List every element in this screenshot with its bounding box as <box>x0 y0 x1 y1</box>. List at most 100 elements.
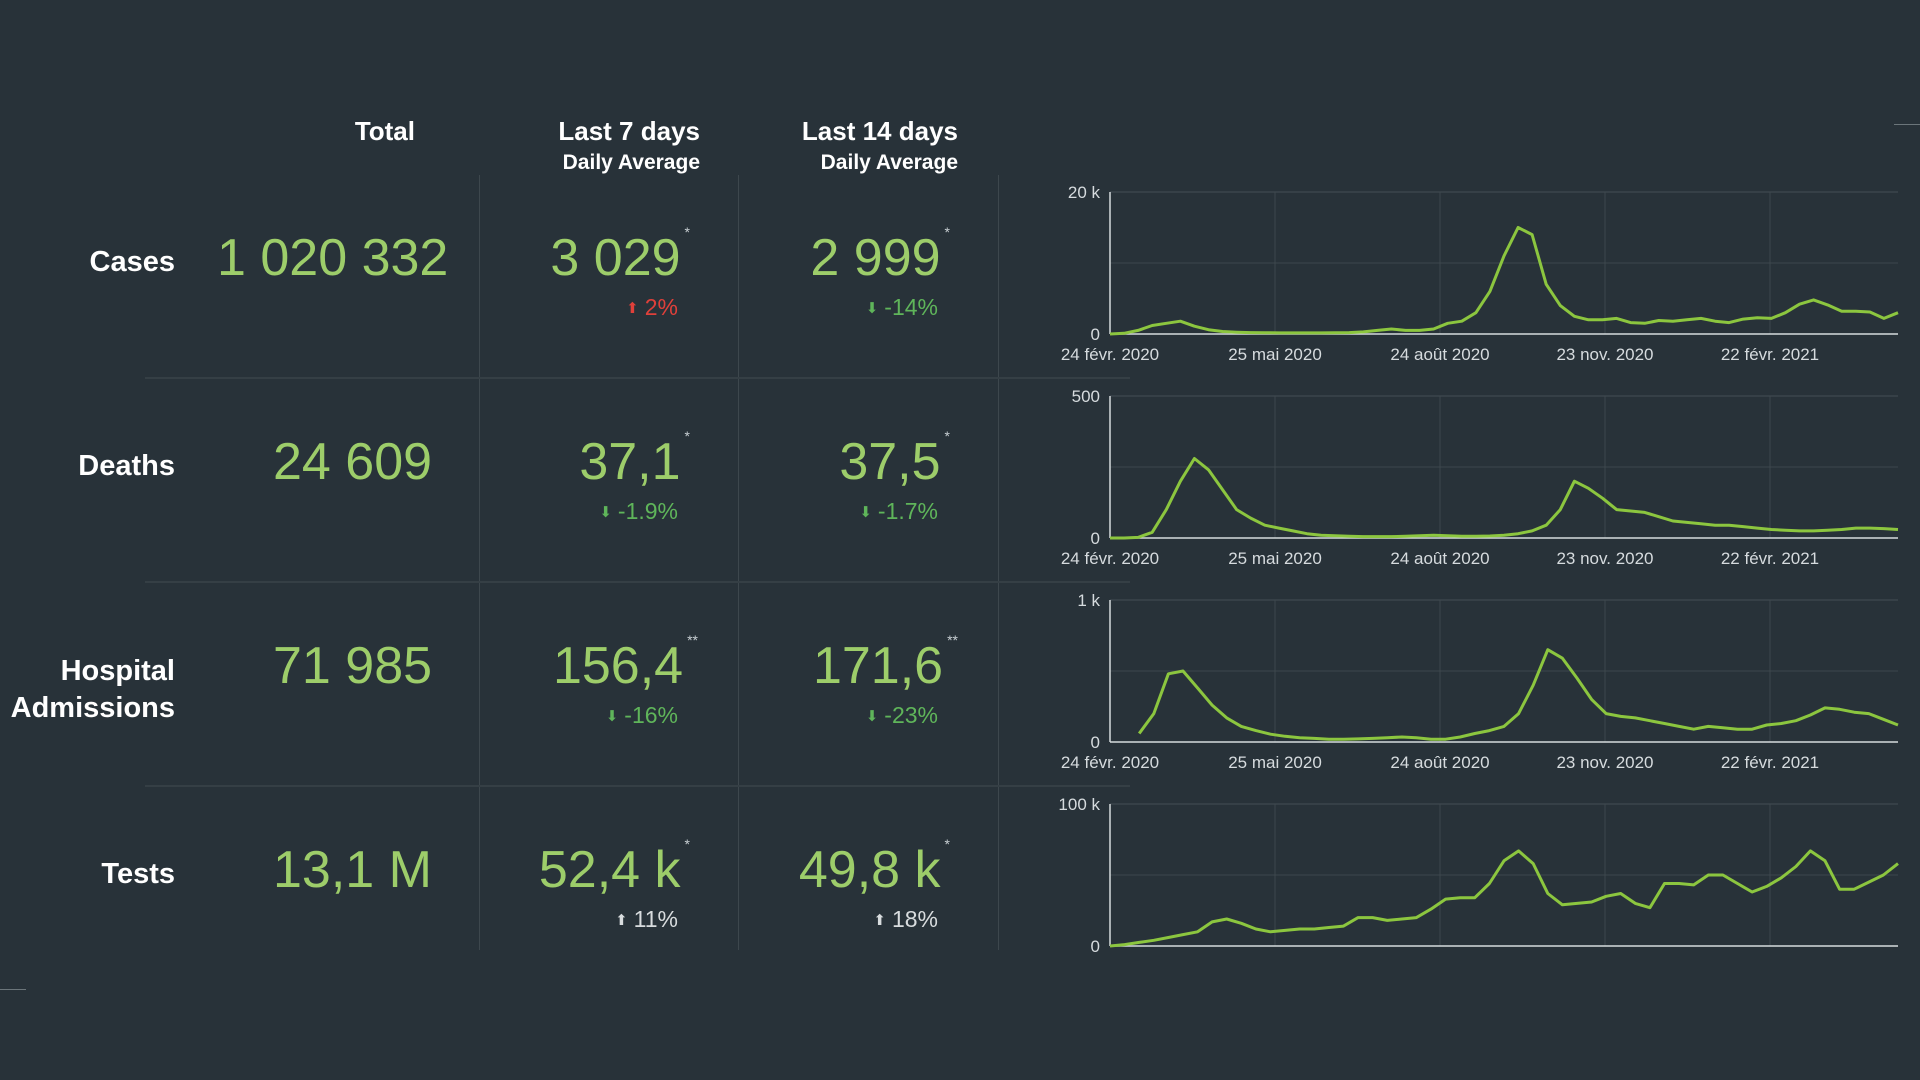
hospital-avg14-change-text: -23% <box>884 702 938 728</box>
x-tick-label: 22 févr. 2021 <box>1721 345 1819 364</box>
header-last14-label: Last 14 days <box>801 116 958 146</box>
hospital-total-value: 71 985 <box>273 637 433 695</box>
y-tick-label: 20 k <box>1068 183 1101 202</box>
x-tick-label: 22 févr. 2021 <box>1721 753 1819 772</box>
tests-avg7-change-text: 11% <box>633 906 678 932</box>
row-label-line1: Hospital <box>60 655 175 687</box>
row-divider <box>145 785 1130 787</box>
tests-avg14-change: ⬆ 18% <box>873 906 938 933</box>
arrow-down-icon: ⬇ <box>605 708 619 725</box>
row-label-hospital-admissions: Hospital Admissions <box>11 653 175 727</box>
y-tick-label: 500 <box>1072 387 1100 406</box>
cases-avg14-number: 2 999 <box>810 229 941 287</box>
arrow-up-icon: ⬆ <box>626 300 639 317</box>
cases-total-value: 1 020 332 <box>217 229 449 287</box>
deaths-avg7-change-text: -1.9% <box>617 498 678 524</box>
deaths-avg14-value: 37,5 * <box>839 428 950 492</box>
hospital-avg7-change: ⬇ -16% <box>606 702 678 729</box>
footnote-marker: * <box>944 836 950 852</box>
deaths-avg14-number: 37,5 <box>839 433 941 491</box>
hospital-avg14-change: ⬇ -23% <box>866 702 938 729</box>
x-tick-label: 22 févr. 2021 <box>1721 549 1819 568</box>
x-tick-label: 25 mai 2020 <box>1228 345 1322 364</box>
y-tick-label: 100 k <box>1058 795 1100 814</box>
hospital-chart: 1 k 024 févr. 2020 25 mai 2020 24 août 2020… <box>1061 591 1899 772</box>
row-divider <box>145 377 1130 379</box>
footnote-marker: * <box>684 224 690 240</box>
arrow-down-icon: ⬇ <box>865 708 879 725</box>
x-tick-label: 24 févr. 2020 <box>1061 753 1159 772</box>
hospital-avg7-value: 156,4 ** <box>552 632 698 696</box>
corner-line <box>0 989 26 990</box>
x-tick-label: 25 mai 2020 <box>1228 753 1322 772</box>
tests-total-value: 13,1 M <box>273 841 432 899</box>
hospital-avg14-value: 171,6 ** <box>812 632 958 696</box>
tests-avg7-number: 52,4 k <box>538 841 681 899</box>
header-last14: Last 14 days Daily Average <box>758 116 958 175</box>
series-line <box>1110 457 1899 540</box>
header-total: Total <box>330 116 415 147</box>
footnote-marker: ** <box>687 632 698 648</box>
arrow-up-icon: ⬆ <box>615 912 628 929</box>
x-tick-label: 24 août 2020 <box>1390 753 1489 772</box>
x-tick-label: 24 août 2020 <box>1390 549 1489 568</box>
deaths-avg7-value: 37,1 * <box>579 428 690 492</box>
tests-avg14-number: 49,8 k <box>798 841 941 899</box>
footnote-marker: * <box>944 428 950 444</box>
deaths-total-value: 24 609 <box>273 433 433 491</box>
cases-avg14-change-text: -14% <box>884 294 938 320</box>
tests-chart: 100 k 0 <box>1058 795 1899 956</box>
cases-avg14-value: 2 999 * <box>810 224 950 288</box>
deaths-avg7-number: 37,1 <box>579 433 681 491</box>
footnote-marker: ** <box>947 632 958 648</box>
y-tick-label: 0 <box>1091 529 1100 548</box>
cases-avg7-change: ⬆ 2% <box>626 294 678 321</box>
arrow-up-icon: ⬆ <box>873 912 886 929</box>
deaths-chart: 500 024 févr. 2020 25 mai 2020 24 août 2020… <box>1061 387 1899 568</box>
y-tick-label: 1 k <box>1077 591 1100 610</box>
cases-chart: 20 k 024 févr. 2020 25 mai 2020 24 août 202… <box>1061 183 1899 364</box>
row-label-deaths: Deaths <box>78 450 175 482</box>
row-label-line2: Admissions <box>10 692 175 724</box>
arrow-down-icon: ⬇ <box>599 504 612 521</box>
footnote-marker: * <box>684 428 690 444</box>
x-tick-label: 24 févr. 2020 <box>1061 549 1159 568</box>
header-total-label: Total <box>354 116 415 146</box>
column-divider <box>738 175 739 950</box>
cases-avg14-change: ⬇ -14% <box>866 294 938 321</box>
deaths-avg14-change-text: -1.7% <box>877 498 938 524</box>
y-tick-label: 0 <box>1091 733 1100 752</box>
hospital-avg14-number: 171,6 <box>812 637 944 695</box>
header-last7-sub: Daily Average <box>562 151 700 174</box>
hospital-avg7-number: 156,4 <box>552 637 684 695</box>
x-tick-label: 24 août 2020 <box>1390 345 1489 364</box>
header-last7-label: Last 7 days <box>558 116 700 146</box>
y-tick-label: 0 <box>1091 937 1100 956</box>
deaths-avg14-change: ⬇ -1.7% <box>859 498 938 525</box>
tests-avg14-value: 49,8 k * <box>798 836 950 900</box>
column-divider <box>479 175 480 950</box>
cases-avg7-value: 3 029 * <box>550 224 690 288</box>
row-label-tests: Tests <box>101 858 175 890</box>
deaths-avg7-change: ⬇ -1.9% <box>599 498 678 525</box>
footnote-marker: * <box>944 224 950 240</box>
row-divider <box>145 581 1130 583</box>
corner-line <box>1894 124 1920 125</box>
x-tick-label: 23 nov. 2020 <box>1556 345 1653 364</box>
tests-avg7-change: ⬆ 11% <box>615 906 678 933</box>
y-tick-label: 0 <box>1091 325 1100 344</box>
cases-avg7-number: 3 029 <box>550 229 681 287</box>
series-line <box>1109 849 1899 948</box>
footnote-marker: * <box>684 836 690 852</box>
x-tick-label: 23 nov. 2020 <box>1556 753 1653 772</box>
header-last7: Last 7 days Daily Average <box>500 116 700 175</box>
hospital-avg7-change-text: -16% <box>624 702 678 728</box>
header-last14-sub: Daily Average <box>820 151 958 174</box>
x-tick-label: 23 nov. 2020 <box>1556 549 1653 568</box>
x-tick-label: 24 févr. 2020 <box>1061 345 1159 364</box>
x-tick-label: 25 mai 2020 <box>1228 549 1322 568</box>
row-label-cases: Cases <box>89 246 175 278</box>
arrow-down-icon: ⬇ <box>859 504 872 521</box>
cases-avg7-change-text: 2% <box>644 294 678 320</box>
tests-avg14-change-text: 18% <box>891 906 938 932</box>
